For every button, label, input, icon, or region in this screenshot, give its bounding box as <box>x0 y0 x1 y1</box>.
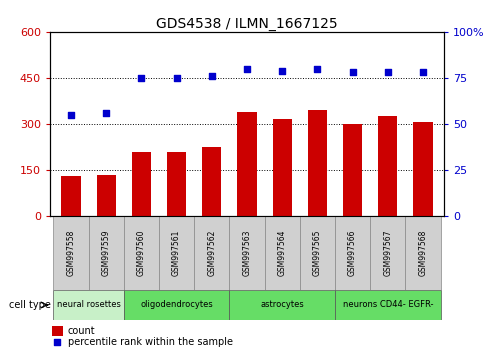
Point <box>243 66 251 72</box>
Bar <box>335 290 441 320</box>
Point <box>419 69 427 75</box>
Point <box>384 69 392 75</box>
Bar <box>202 147 222 216</box>
Bar <box>124 216 159 290</box>
Bar <box>370 216 405 290</box>
Bar <box>52 326 63 336</box>
Bar <box>238 112 256 216</box>
Text: GSM997566: GSM997566 <box>348 229 357 276</box>
Point <box>67 112 75 118</box>
Bar <box>335 216 370 290</box>
Bar <box>405 216 441 290</box>
Text: count: count <box>68 326 95 336</box>
Bar <box>167 152 186 216</box>
Text: neurons CD44- EGFR-: neurons CD44- EGFR- <box>342 301 433 309</box>
Text: percentile rank within the sample: percentile rank within the sample <box>68 337 233 347</box>
Bar <box>194 216 230 290</box>
Point <box>349 69 357 75</box>
Text: GSM997563: GSM997563 <box>243 229 251 276</box>
Bar <box>159 216 194 290</box>
Point <box>137 75 145 81</box>
Bar <box>89 216 124 290</box>
Bar <box>53 216 89 290</box>
Point <box>278 68 286 73</box>
Point <box>173 75 181 81</box>
Bar <box>230 216 264 290</box>
Bar <box>264 216 300 290</box>
Text: GSM997568: GSM997568 <box>419 230 428 276</box>
Text: GSM997559: GSM997559 <box>102 229 111 276</box>
Bar <box>230 290 335 320</box>
Bar <box>413 122 433 216</box>
Text: GSM997565: GSM997565 <box>313 229 322 276</box>
Bar <box>53 290 124 320</box>
Text: GSM997562: GSM997562 <box>207 230 216 276</box>
Text: neural rosettes: neural rosettes <box>57 301 121 309</box>
Text: astrocytes: astrocytes <box>260 301 304 309</box>
Bar <box>308 110 327 216</box>
Bar <box>272 119 292 216</box>
Point <box>208 73 216 79</box>
Text: GSM997564: GSM997564 <box>278 229 287 276</box>
Text: GSM997558: GSM997558 <box>66 230 75 276</box>
Bar <box>96 175 116 216</box>
Text: oligodendrocytes: oligodendrocytes <box>140 301 213 309</box>
Bar <box>61 176 81 216</box>
Bar <box>132 152 151 216</box>
Text: GSM997561: GSM997561 <box>172 230 181 276</box>
Bar <box>300 216 335 290</box>
Text: GSM997560: GSM997560 <box>137 229 146 276</box>
Point <box>53 339 61 345</box>
Bar <box>124 290 230 320</box>
Bar <box>378 116 398 216</box>
Text: cell type: cell type <box>8 300 50 310</box>
Bar <box>343 124 362 216</box>
Title: GDS4538 / ILMN_1667125: GDS4538 / ILMN_1667125 <box>156 17 338 31</box>
Point <box>102 110 110 116</box>
Point <box>313 66 321 72</box>
Text: GSM997567: GSM997567 <box>383 229 392 276</box>
